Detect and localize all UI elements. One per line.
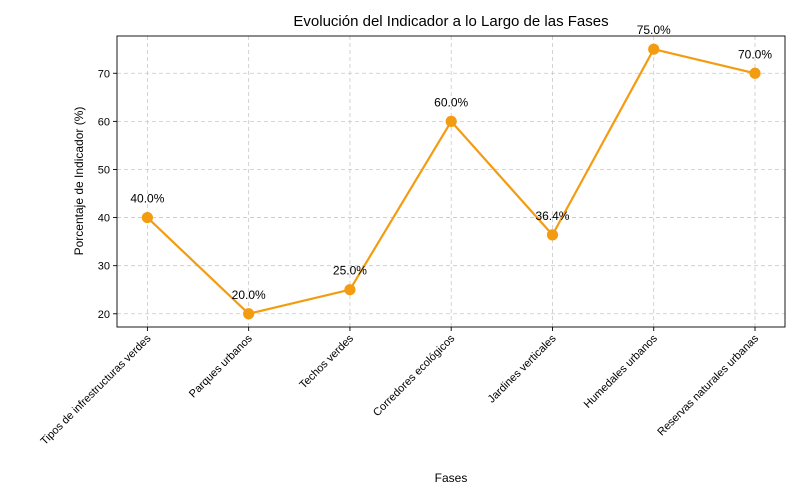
y-tick-label: 30 bbox=[98, 261, 110, 273]
data-label: 36.4% bbox=[535, 209, 569, 223]
data-point bbox=[546, 229, 559, 241]
y-axis-ticks: 20 30 40 50 60 70 bbox=[98, 68, 117, 321]
data-label: 75.0% bbox=[637, 23, 671, 37]
data-point bbox=[344, 284, 356, 296]
y-tick-label: 20 bbox=[98, 309, 110, 321]
y-tick-label: 50 bbox=[98, 164, 110, 176]
x-tick-label: Tipos de infrestructuras verdes bbox=[39, 332, 154, 447]
data-point bbox=[749, 67, 761, 79]
series-layer bbox=[141, 43, 761, 320]
data-label: 20.0% bbox=[232, 288, 266, 302]
data-point bbox=[141, 211, 153, 224]
grid-layer bbox=[117, 36, 785, 327]
data-label: 60.0% bbox=[434, 95, 468, 109]
data-point bbox=[445, 115, 457, 127]
data-label: 25.0% bbox=[333, 264, 367, 278]
y-tick-label: 40 bbox=[98, 213, 110, 225]
x-axis-label: Fases bbox=[435, 471, 468, 485]
data-label: 70.0% bbox=[738, 47, 772, 61]
x-tick-label: Reservas naturales urbanas bbox=[655, 332, 761, 438]
y-tick-label: 60 bbox=[98, 116, 110, 128]
data-point bbox=[243, 308, 255, 320]
data-labels: 40.0% 20.0% 25.0% 60.0% 36.4% 75.0% 70.0% bbox=[130, 23, 772, 302]
x-tick-label: Parques urbanos bbox=[187, 332, 255, 400]
data-label: 40.0% bbox=[130, 192, 164, 206]
y-tick-label: 70 bbox=[98, 68, 110, 80]
x-tick-label: Humedales urbanos bbox=[582, 332, 660, 410]
y-axis-label: Porcentaje de Indicador (%) bbox=[72, 107, 86, 256]
chart-title: Evolución del Indicador a lo Largo de la… bbox=[293, 13, 608, 30]
x-axis-ticks: Tipos de infrestructuras verdes Parques u… bbox=[39, 327, 761, 448]
x-tick-label: Jardines verticales bbox=[486, 332, 559, 405]
data-point bbox=[648, 43, 660, 55]
x-tick-label: Corredores ecológicos bbox=[371, 332, 458, 419]
x-tick-label: Techos verdes bbox=[297, 332, 356, 391]
